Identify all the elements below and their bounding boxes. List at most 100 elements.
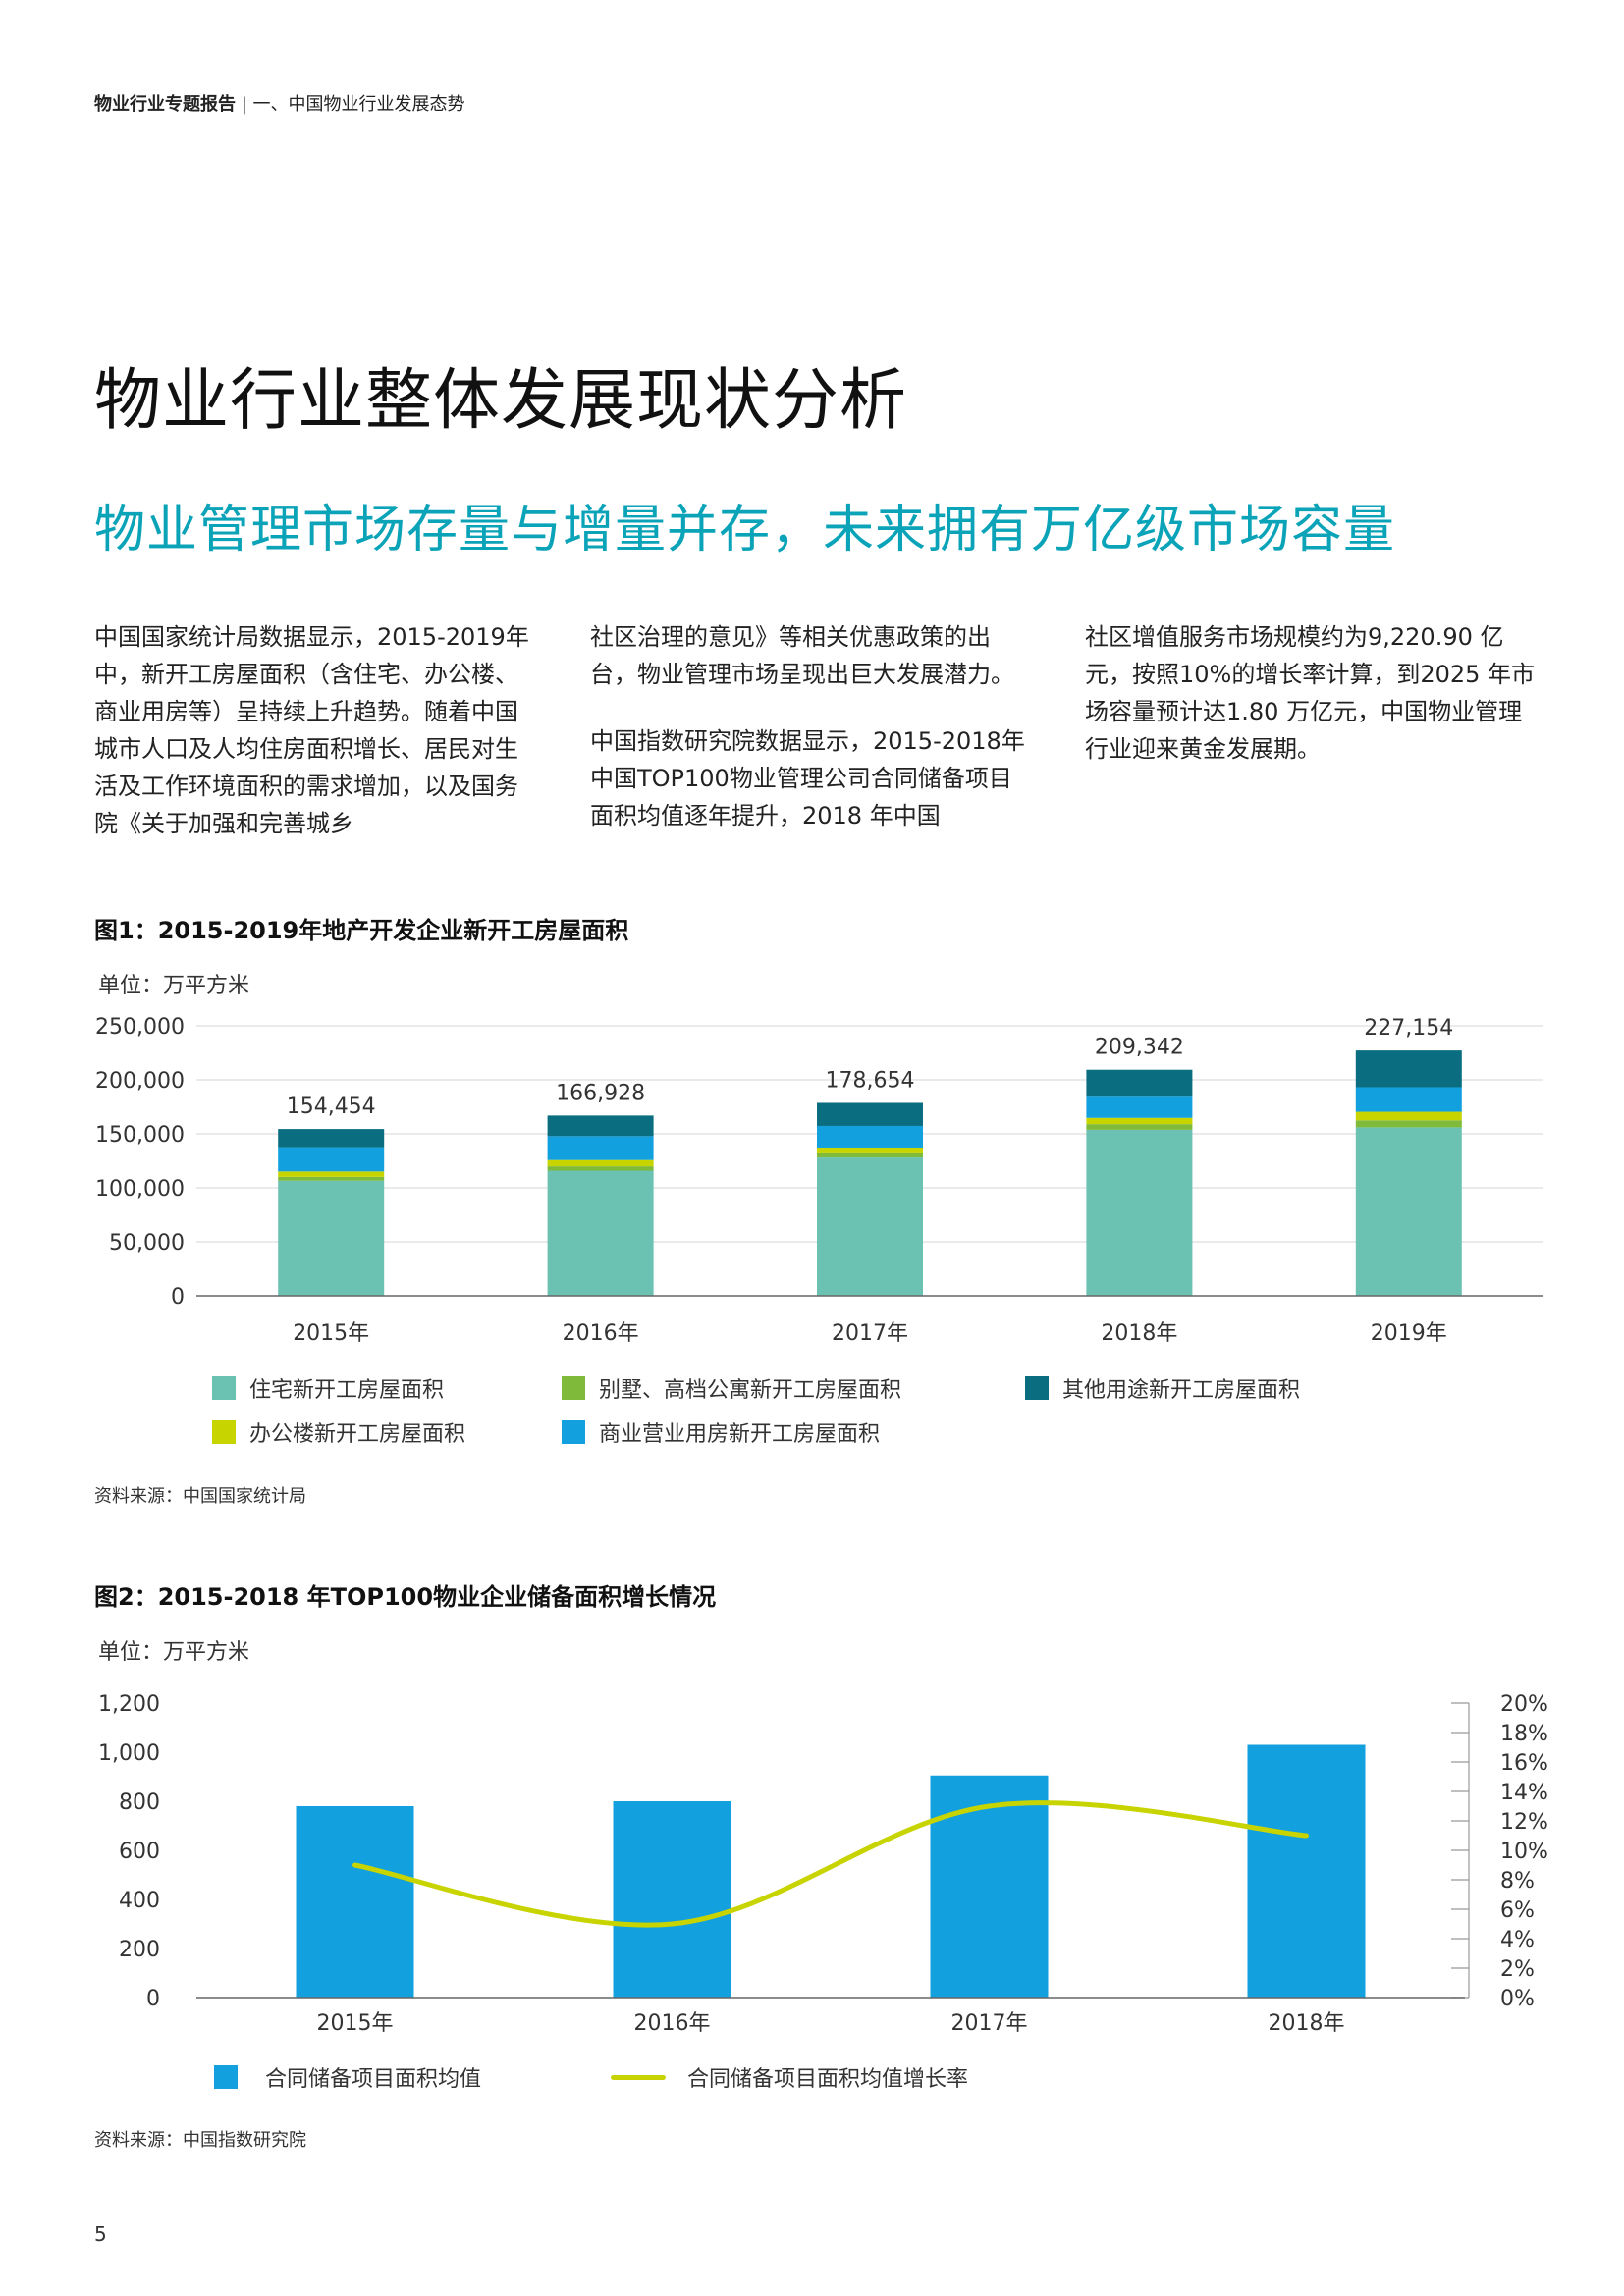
fig2-legend-line [611,2074,666,2080]
fig2-bar [296,1806,414,1998]
fig2-y2-tick-label: 4% [1500,1928,1535,1952]
body-column-1: 中国国家统计局数据显示，2015-2019年中，新开工房屋面积（含住宅、办公楼、… [94,618,536,872]
fig1-bar-segment [547,1166,654,1171]
fig2-y-tick-label: 800 [119,1790,160,1815]
fig1-x-tick-label: 2016年 [563,1321,639,1346]
fig1-bar-segment [547,1115,654,1137]
fig2-y-tick-label: 400 [119,1889,160,1913]
page-title: 物业行业整体发展现状分析 [94,362,908,440]
fig1-bar-segment [817,1152,923,1158]
fig2-legend-item: 合同储备项目面积均值增长率 [611,2061,968,2093]
fig1-bar-segment [1355,1127,1462,1296]
fig2-title: 图2：2015-2018 年TOP100物业企业储备面积增长情况 [94,1583,717,1611]
fig2-y2-tick-label: 10% [1500,1840,1548,1864]
fig1-bar-segment [817,1125,923,1148]
fig1-bar-segment [1086,1124,1193,1130]
fig1-bar-segment [547,1136,654,1160]
page-subtitle: 物业管理市场存量与增量并存，未来拥有万亿级市场容量 [94,501,1396,560]
fig1-bar-segment [1355,1120,1462,1128]
fig2-x-tick-label: 2016年 [634,2011,711,2036]
fig1-legend-swatch [1025,1376,1049,1400]
fig1-y-tick-label: 250,000 [95,1015,185,1040]
fig1-bar-segment [1086,1129,1193,1296]
fig1-x-tick-label: 2018年 [1101,1321,1177,1346]
fig2-x-tick-label: 2015年 [317,2011,394,2036]
fig2-combo-chart: 0 200 400 600 800 1,000 1,200 0% 2% 4% 6% 8% 10% 12% 1… [98,1692,1548,2036]
body-column-3: 社区增值服务市场规模约为9,220.90 亿元，按照10%的增长率计算，到202… [1085,618,1542,797]
fig2-legend-label: 合同储备项目面积均值增长率 [687,2067,969,2092]
fig1-bar-segment [278,1129,385,1148]
fig1-legend-label: 商业营业用房新开工房屋面积 [599,1422,881,1447]
running-header: 物业行业专题报告 | 一、中国物业行业发展态势 [94,90,465,116]
fig1-bar-segment [817,1157,923,1296]
fig1-legend-label: 其他用途新开工房屋面积 [1062,1378,1301,1403]
fig1-y-tick-label: 200,000 [95,1069,185,1094]
fig1-stacked-bar-chart: 0 50,000 100,000 150,000 200,000 250,000 154,4… [95,1015,1543,1346]
fig1-legend-swatch [562,1376,585,1400]
fig1-legend-swatch [212,1376,236,1400]
fig2-y2-tick-label: 16% [1500,1751,1548,1776]
fig2-unit: 单位：万平方米 [98,1640,250,1665]
fig2-y2-tick-label: 2% [1500,1957,1535,1982]
fig1-legend-item: 住宅新开工房屋面积 [212,1372,444,1404]
fig2-growth-line [352,1800,1309,1928]
fig1-bar-segment [1355,1087,1462,1112]
fig1-bar-segment [278,1180,385,1296]
fig2-legend: 合同储备项目面积均值 合同储备项目面积均值增长率 [0,2061,1624,2101]
page-number: 5 [94,2222,107,2246]
fig2-y-tick-label: 600 [119,1840,160,1864]
fig2-y-tick-label: 1,000 [98,1741,160,1766]
fig1-total-label: 166,928 [556,1081,645,1105]
fig1-x-tick-label: 2015年 [293,1321,369,1346]
fig1-legend: 住宅新开工房屋面积 别墅、高档公寓新开工房屋面积 其他用途新开工房屋面积办公楼新开工… [0,1372,1624,1451]
fig2-bar [930,1775,1049,1998]
fig1-total-label: 154,454 [287,1095,376,1119]
fig1-bar-segment [1086,1117,1193,1125]
fig2-y2-tick-label: 12% [1500,1810,1548,1835]
fig1-x-tick-label: 2017年 [832,1321,908,1346]
fig1-bar-segment [1086,1096,1193,1118]
fig1-legend-item: 其他用途新开工房屋面积 [1025,1372,1300,1404]
fig1-y-tick-label: 50,000 [109,1231,185,1255]
body-paragraph: 中国国家统计局数据显示，2015-2019年中，新开工房屋面积（含住宅、办公楼、… [94,623,529,837]
fig1-bar-segment [278,1176,385,1181]
fig1-unit: 单位：万平方米 [98,974,250,998]
fig2-source: 资料来源：中国指数研究院 [94,2130,306,2151]
fig1-total-label: 178,654 [826,1068,915,1093]
fig2-legend-swatch [214,2065,238,2089]
fig2-bar [613,1801,731,1998]
fig1-total-label: 227,154 [1364,1016,1453,1041]
fig1-legend-item: 商业营业用房新开工房屋面积 [562,1416,880,1448]
fig1-bar-segment [1355,1111,1462,1121]
fig2-y2-tick-label: 20% [1500,1692,1548,1717]
fig1-legend-label: 办公楼新开工房屋面积 [249,1422,466,1447]
fig1-bar-segment [817,1147,923,1153]
fig1-y-tick-label: 100,000 [95,1177,185,1201]
fig1-legend-swatch [562,1420,585,1444]
fig2-y-tick-label: 1,200 [98,1692,160,1717]
fig1-bar-segment [1355,1050,1462,1088]
fig1-total-label: 209,342 [1095,1036,1184,1060]
body-column-2: 社区治理的意见》等相关优惠政策的出台，物业管理市场呈现出巨大发展潜力。 中国指数… [590,618,1032,864]
section-name: 一、中国物业行业发展态势 [252,94,465,115]
fig1-legend-item: 办公楼新开工房屋面积 [212,1416,465,1448]
fig1-y-tick-label: 150,000 [95,1123,185,1148]
fig1-legend-item: 别墅、高档公寓新开工房屋面积 [562,1372,901,1404]
fig2-y-tick-label: 200 [119,1938,160,1962]
body-paragraph: 中国指数研究院数据显示，2015-2018年中国TOP100物业管理公司合同储备… [590,727,1025,829]
fig2-y2-tick-label: 18% [1500,1722,1548,1746]
report-name: 物业行业专题报告 [94,94,236,115]
fig2-y2-tick-label: 0% [1500,1987,1535,2011]
fig1-bar-segment [278,1147,385,1172]
fig2-y2-tick-label: 14% [1500,1781,1548,1805]
fig1-bar-segment [547,1159,654,1167]
fig2-legend-label: 合同储备项目面积均值 [265,2067,482,2092]
fig1-title: 图1：2015-2019年地产开发企业新开工房屋面积 [94,917,629,944]
fig1-legend-label: 别墅、高档公寓新开工房屋面积 [599,1378,902,1403]
body-paragraph: 社区治理的意见》等相关优惠政策的出台，物业管理市场呈现出巨大发展潜力。 [590,623,1014,688]
fig1-bar-segment [547,1170,654,1296]
fig2-legend-item: 合同储备项目面积均值 [214,2061,481,2093]
fig2-x-tick-label: 2017年 [951,2011,1028,2036]
fig2-y-tick-label: 0 [146,1987,160,2011]
fig1-bar-segment [278,1171,385,1177]
